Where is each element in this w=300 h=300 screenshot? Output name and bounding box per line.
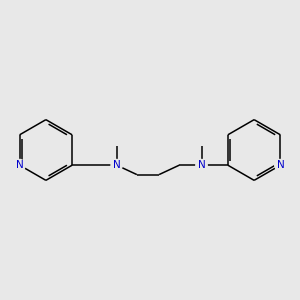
Text: N: N [198,160,206,170]
Text: N: N [277,160,284,170]
Text: N: N [113,160,121,170]
Circle shape [275,160,286,171]
Circle shape [196,160,207,171]
Circle shape [14,160,25,171]
Text: N: N [16,160,23,170]
Circle shape [111,160,122,171]
